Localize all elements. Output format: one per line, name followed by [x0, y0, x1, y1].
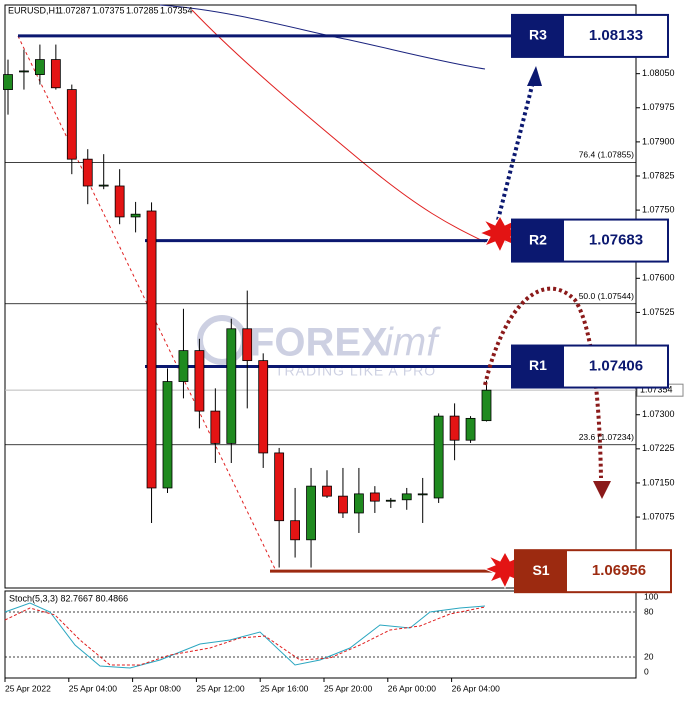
candle-body — [306, 485, 316, 541]
header-value: 1.07354 — [160, 5, 193, 15]
ma-red — [191, 9, 486, 243]
candle-body — [66, 89, 77, 160]
x-tick-label: 26 Apr 00:00 — [388, 683, 436, 693]
level-tag — [512, 345, 564, 388]
y-tick-label: 1.07300 — [642, 409, 675, 419]
level-tag — [515, 550, 567, 593]
x-tick-label: 26 Apr 04:00 — [452, 683, 500, 693]
candle-body — [481, 389, 492, 422]
candle-body — [162, 381, 173, 489]
header-value: 1.07287 — [58, 5, 91, 15]
candle-body — [242, 328, 253, 362]
y-tick-label: 1.07600 — [642, 273, 675, 283]
candle-body — [353, 493, 364, 514]
candle-body — [98, 184, 109, 187]
candle-body — [178, 350, 189, 382]
candle-body — [130, 213, 141, 218]
header-value: 1.07285 — [126, 5, 159, 15]
candle-body — [114, 185, 125, 218]
y-tick-label: 1.07750 — [642, 204, 675, 214]
level-value: 1.06956 — [592, 562, 646, 579]
candle-body — [338, 495, 348, 514]
arrow-head — [593, 481, 611, 499]
stoch-tick-label: 80 — [644, 606, 654, 616]
watermark-brand: FOREX — [250, 321, 388, 365]
arrow-head — [527, 66, 542, 86]
candle-body — [449, 415, 460, 441]
level-value: 1.07406 — [589, 358, 643, 375]
candle-body — [274, 452, 285, 522]
y-tick-label: 1.07900 — [642, 136, 675, 146]
candle-body — [82, 158, 93, 187]
candle-body — [19, 70, 29, 73]
stoch-tick-label: 20 — [644, 651, 654, 661]
y-tick-label: 1.07075 — [642, 511, 675, 521]
y-tick-label: 1.07825 — [642, 170, 675, 180]
x-tick-label: 25 Apr 16:00 — [260, 683, 308, 693]
candle-body — [417, 493, 428, 496]
stoch-tick-label: 100 — [644, 591, 658, 601]
candle-body — [50, 59, 61, 89]
level-tag — [512, 219, 564, 262]
level-name: R3 — [529, 27, 547, 43]
candle-body — [369, 492, 380, 502]
y-tick-label: 1.07525 — [642, 307, 675, 317]
candle-body — [3, 74, 13, 90]
stoch-tick-label: 0 — [644, 666, 649, 676]
fib-label: 76.4 (1.07855) — [579, 150, 634, 160]
candle-body — [290, 520, 301, 541]
header-value: 1.07375 — [92, 5, 125, 15]
fib-label: 50.0 (1.07544) — [579, 291, 634, 301]
candle-body — [401, 493, 412, 501]
candle-body — [385, 499, 396, 502]
level-tag — [512, 14, 564, 57]
arrow-arc — [483, 286, 603, 479]
stoch-signal — [4, 606, 486, 666]
watermark-brand2: imf — [384, 321, 441, 365]
candle-body — [433, 415, 444, 499]
stoch-main — [4, 602, 486, 669]
candle-body — [226, 328, 237, 444]
level-name: S1 — [532, 562, 549, 578]
candle-body — [210, 410, 221, 444]
stoch-label: Stoch(5,3,3) 82.7667 80.4866 — [9, 593, 128, 603]
level-value: 1.07683 — [589, 232, 643, 249]
plot-layer — [3, 34, 636, 658]
y-tick-label: 1.07975 — [642, 102, 675, 112]
level-name: R2 — [529, 231, 547, 247]
candle-body — [322, 485, 332, 497]
x-tick-label: 25 Apr 08:00 — [133, 683, 181, 693]
level-value: 1.08133 — [589, 27, 643, 44]
candle-body — [258, 360, 269, 454]
x-tick-label: 25 Apr 20:00 — [324, 683, 372, 693]
y-tick-label: 1.07225 — [642, 443, 675, 453]
fib-label: 23.6 (1.07234) — [579, 432, 634, 442]
chart-title: EURUSD,H1 — [8, 5, 60, 15]
candle-body — [146, 210, 157, 489]
candle-body — [35, 59, 45, 75]
level-name: R1 — [529, 357, 547, 373]
last-price-label: 1.07354 — [640, 385, 673, 395]
y-tick-label: 1.07150 — [642, 477, 675, 487]
ma-blue — [159, 4, 486, 70]
x-tick-label: 25 Apr 12:00 — [196, 683, 244, 693]
y-tick-label: 1.08050 — [642, 68, 675, 78]
x-tick-label: 25 Apr 04:00 — [69, 683, 117, 693]
candle-body — [194, 350, 205, 412]
candle-body — [465, 417, 476, 441]
x-tick-label: 25 Apr 2022 — [5, 683, 51, 693]
